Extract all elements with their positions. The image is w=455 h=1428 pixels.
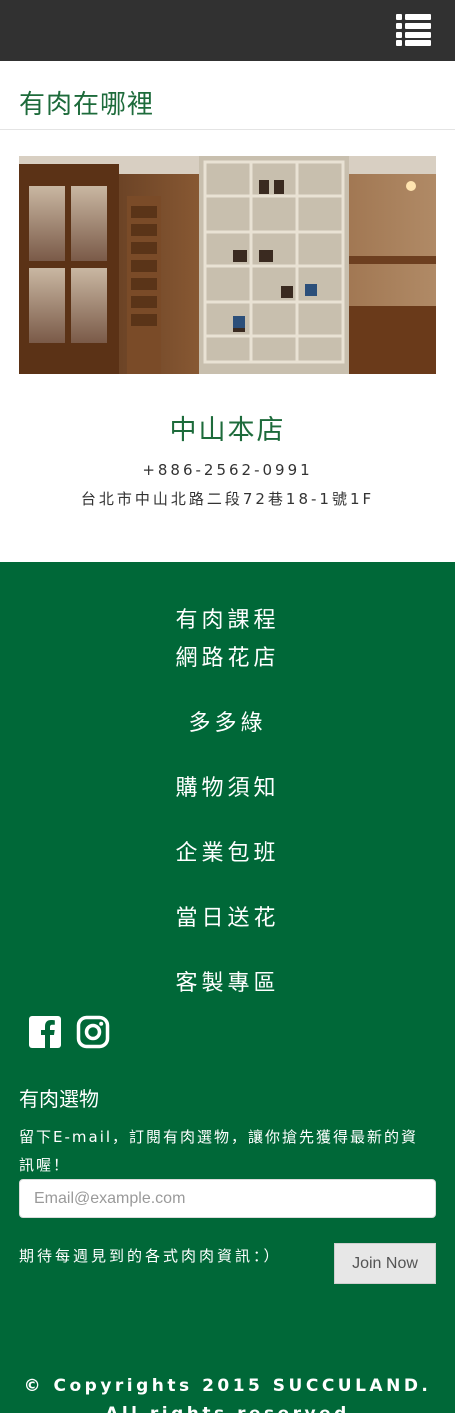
page-title: 有肉在哪裡	[19, 90, 155, 120]
join-now-button[interactable]: Join Now	[334, 1243, 436, 1284]
newsletter-title: 有肉選物	[19, 1087, 99, 1111]
store-phone: +886-2562-0991	[142, 461, 313, 479]
newsletter-tagline: 期待每週見到的各式肉肉資訊：）	[19, 1247, 282, 1265]
facebook-icon[interactable]	[28, 1015, 62, 1049]
store-address: 台北市中山北路二段72巷18-1號1F	[80, 490, 375, 508]
newsletter-description: 留下E-mail，訂閱有肉選物，讓你搶先獲得最新的資訊喔！	[19, 1128, 419, 1174]
title-divider	[0, 129, 455, 130]
instagram-icon[interactable]	[76, 1015, 110, 1049]
top-navbar	[0, 0, 455, 61]
footer-link-duoduolu[interactable]: 多多綠	[188, 711, 267, 736]
footer-link-same-day-delivery[interactable]: 當日送花	[175, 906, 280, 931]
footer-link-custom-orders[interactable]: 客製專區	[175, 971, 280, 996]
footer-link-corporate-class[interactable]: 企業包班	[175, 841, 280, 866]
footer-link-courses[interactable]: 有肉課程	[175, 608, 280, 633]
footer: 有肉課程 網路花店 多多綠 購物須知 企業包班 當日送花 客製專區 有肉選物 留…	[0, 562, 455, 1424]
footer-link-online-shop[interactable]: 網路花店	[175, 646, 280, 671]
store-photo	[19, 156, 436, 374]
copyright-text: © Copyrights 2015 SUCCULAND. All rights …	[23, 1376, 432, 1424]
store-name: 中山本店	[169, 415, 286, 446]
list-menu-icon[interactable]	[396, 14, 431, 46]
email-input[interactable]	[19, 1179, 436, 1218]
footer-link-shopping-info[interactable]: 購物須知	[175, 776, 280, 801]
